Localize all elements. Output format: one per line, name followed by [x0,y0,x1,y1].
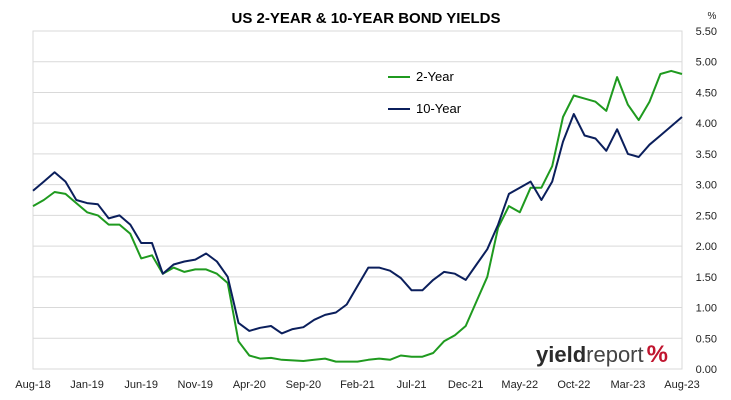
y-tick-label: 5.00 [696,57,717,69]
y-tick-label: 4.50 [696,87,717,99]
y-tick-label: 2.00 [696,241,717,253]
y-tick-label: 3.50 [696,149,717,161]
legend-label-2-year: 2-Year [416,69,454,84]
x-tick-label: Jan-19 [70,379,104,391]
x-tick-label: Sep-20 [286,379,321,391]
yieldreport-logo: yieldreport% [536,341,668,368]
y-axis-ticks: 0.00 0.50 1.00 1.50 2.00 2.50 3.00 3.50 4.00 4.50… [696,26,717,376]
x-tick-label: Mar-23 [610,379,645,391]
y-tick-label: 0.50 [696,333,717,345]
x-tick-label: Nov-19 [178,379,213,391]
series-line-2-year [32,69,683,363]
chart-legend: 2-Year 10-Year [388,69,462,116]
logo-text-report: report [586,342,643,367]
chart-title: US 2-YEAR & 10-YEAR BOND YIELDS [232,10,501,27]
series-line-10-year [32,113,683,335]
x-tick-label: Jul-21 [397,379,427,391]
x-tick-label: Feb-21 [340,379,375,391]
y-tick-label: 2.50 [696,210,717,222]
x-tick-label: Aug-18 [15,379,50,391]
y-tick-label: 0.00 [696,364,717,376]
x-axis-ticks: Aug-18 Jan-19 Jun-19 Nov-19 Apr-20 Sep-20 Feb-… [15,379,699,391]
x-tick-label: Dec-21 [448,379,483,391]
x-tick-label: Apr-20 [233,379,266,391]
x-tick-label: Oct-22 [557,379,590,391]
x-tick-label: Jun-19 [124,379,158,391]
y-tick-label: 1.00 [696,303,717,315]
x-tick-label: May-22 [501,379,538,391]
y-tick-label: 4.00 [696,118,717,130]
gridlines [33,30,682,370]
y-tick-label: 5.50 [696,26,717,38]
plot-area [32,30,683,370]
svg-text:yieldreport%: yieldreport% [536,341,668,368]
x-tick-label: Aug-23 [664,379,699,391]
logo-text-yield: yield [536,342,586,367]
y-tick-label: 1.50 [696,272,717,284]
legend-label-10-year: 10-Year [416,101,462,116]
logo-percent-icon: % [647,341,668,368]
y-axis-unit-label: % [708,11,717,22]
y-tick-label: 3.00 [696,180,717,192]
series-layer [32,69,683,363]
